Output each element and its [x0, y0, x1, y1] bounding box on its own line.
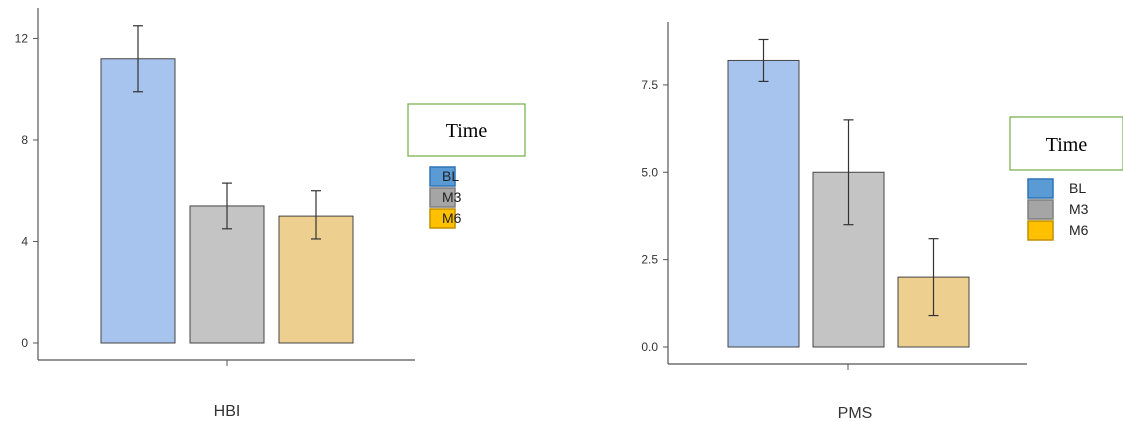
error-bar-bl	[133, 25, 143, 93]
y-tick-label: 8	[21, 133, 28, 147]
chart-panel-pms: 0.0 2.5 5.0 7.5 PMS Time BL M3 M6	[641, 22, 1123, 421]
y-tick-label: 0.0	[641, 340, 658, 354]
x-axis-label: HBI	[214, 403, 241, 420]
y-tick-label: 0	[21, 336, 28, 350]
error-bar-m3	[843, 119, 854, 226]
error-bars	[133, 25, 321, 240]
error-bar-bl	[758, 38, 769, 83]
legend-title-box	[407, 103, 526, 157]
x-axis	[38, 359, 415, 366]
legend-swatch	[429, 208, 456, 229]
legend-entries: BL M3 M6	[429, 166, 462, 229]
legend-entry-m6: M6	[429, 208, 462, 229]
legend-swatch	[429, 166, 456, 187]
y-tick-label: 7.5	[641, 78, 658, 92]
legend: Time BL M3 M6	[407, 103, 526, 229]
legend-swatch	[1027, 199, 1054, 220]
legend-title: Time	[446, 120, 488, 142]
error-bar-m6	[311, 190, 321, 240]
y-tick-label: 5.0	[641, 165, 658, 179]
chart-panel-hbi: 0 4 8 12 HBI Time BL M3 M6	[15, 8, 526, 420]
legend-label: M6	[442, 210, 462, 226]
legend-label: M3	[442, 189, 462, 205]
legend-swatch	[429, 187, 456, 208]
legend-entry-bl: BL	[1027, 178, 1086, 199]
legend-label: BL	[442, 168, 459, 184]
legend-swatch	[1027, 220, 1054, 241]
legend-entry-m3: M3	[1027, 199, 1089, 220]
y-axis: 0.0 2.5 5.0 7.5	[641, 22, 669, 364]
legend-swatch	[1027, 178, 1054, 199]
legend-entry-m3: M3	[429, 187, 462, 208]
legend-label: M3	[1069, 201, 1089, 217]
legend-entry-m6: M6	[1027, 220, 1089, 241]
legend-label: BL	[1069, 180, 1086, 196]
y-tick-label: 4	[21, 234, 28, 248]
legend-entry-bl: BL	[429, 166, 459, 187]
y-tick-label: 12	[15, 31, 29, 45]
y-tick-label: 2.5	[641, 253, 658, 267]
x-axis	[668, 363, 1027, 370]
x-axis-label: PMS	[838, 405, 873, 421]
bar-bl	[727, 59, 800, 348]
error-bar-m6	[928, 238, 939, 317]
bars	[727, 59, 970, 348]
legend-label: M6	[1069, 222, 1089, 238]
error-bar-m3	[222, 182, 232, 230]
legend: Time BL M3 M6	[1009, 116, 1123, 241]
legend-entries: BL M3 M6	[1027, 178, 1089, 241]
error-bars	[758, 38, 939, 317]
legend-title-box	[1009, 116, 1123, 171]
legend-title: Time	[1046, 134, 1088, 156]
y-axis: 0 4 8 12	[15, 8, 39, 360]
bar-bl	[100, 58, 176, 344]
